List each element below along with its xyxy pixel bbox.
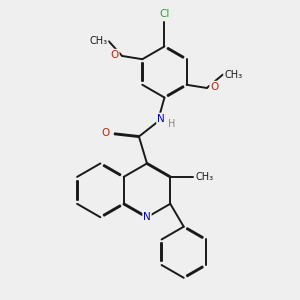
Text: Cl: Cl — [159, 9, 170, 19]
Text: N: N — [157, 113, 165, 124]
Text: O: O — [101, 128, 110, 137]
Text: O: O — [110, 50, 119, 60]
Text: N: N — [143, 212, 151, 222]
Text: H: H — [168, 119, 176, 129]
Text: O: O — [210, 82, 218, 92]
Text: CH₃: CH₃ — [224, 70, 242, 80]
Text: CH₃: CH₃ — [89, 36, 107, 46]
Text: CH₃: CH₃ — [195, 172, 214, 182]
